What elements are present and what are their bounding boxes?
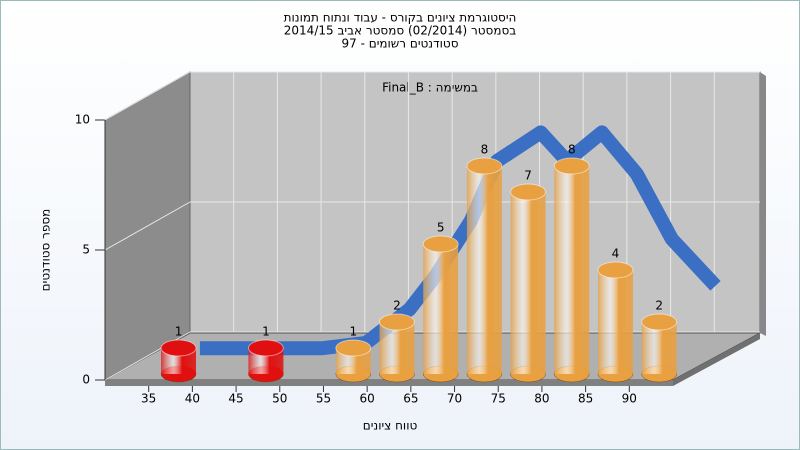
- bar-top: [510, 183, 547, 201]
- data-label: 1: [349, 325, 357, 339]
- bar-top: [247, 339, 284, 357]
- x-tick-label: 40: [185, 392, 200, 406]
- bar-top: [641, 313, 678, 331]
- bar-top: [335, 339, 372, 357]
- data-label: 1: [262, 325, 270, 339]
- bar-top: [466, 157, 503, 175]
- bar: [554, 166, 590, 374]
- grid-line: [104, 201, 191, 251]
- x-tick-label: 55: [316, 392, 331, 406]
- bar: [379, 322, 415, 374]
- data-label: 2: [393, 299, 401, 313]
- bar: [641, 322, 677, 374]
- wall-edge: [760, 72, 766, 336]
- chart-title: בסמסטר (02/2014) סמסטר אביב 2014/15: [284, 24, 516, 38]
- data-label: 7: [524, 169, 532, 183]
- bar: [423, 244, 459, 374]
- bar-top: [422, 235, 459, 253]
- x-tick-label: 90: [622, 392, 637, 406]
- data-label: 8: [568, 143, 576, 157]
- bar-top: [160, 339, 197, 357]
- bar: [597, 270, 633, 374]
- floor-edge: [673, 333, 760, 386]
- y-axis-label: מספר סטודנטים: [39, 209, 53, 292]
- x-tick-label: 60: [360, 392, 375, 406]
- data-label: 4: [612, 247, 620, 261]
- grid-line: [104, 71, 191, 121]
- x-tick-label: 65: [403, 392, 418, 406]
- data-label: 2: [655, 299, 663, 313]
- chart-title: סטודנטים רשומים - 97: [341, 37, 458, 51]
- x-tick-label: 45: [228, 392, 243, 406]
- bar-top: [379, 313, 415, 331]
- x-tick-label: 80: [534, 392, 549, 406]
- x-tick-label: 85: [578, 392, 593, 406]
- bar: [510, 192, 546, 374]
- y-tick-label: 10: [75, 113, 90, 127]
- y-tick-label: 5: [82, 243, 90, 257]
- data-label: 1: [175, 325, 183, 339]
- chart-title: היסטוגרמת ציונים בקורס - עבוד ונתוח תמונ…: [284, 11, 517, 25]
- x-tick-label: 75: [491, 392, 506, 406]
- x-tick-label: 70: [447, 392, 462, 406]
- bar-top: [553, 157, 590, 175]
- data-label: 5: [437, 221, 445, 235]
- y-tick-label: 0: [82, 373, 90, 387]
- x-axis-label: טווח ציונים: [363, 419, 418, 433]
- data-label: 8: [481, 143, 489, 157]
- bar: [466, 166, 502, 374]
- bar-top: [597, 261, 634, 279]
- x-tick-label: 50: [272, 392, 287, 406]
- subtitle: Final_B : במשימה: [382, 81, 478, 95]
- x-tick-label: 35: [141, 392, 156, 406]
